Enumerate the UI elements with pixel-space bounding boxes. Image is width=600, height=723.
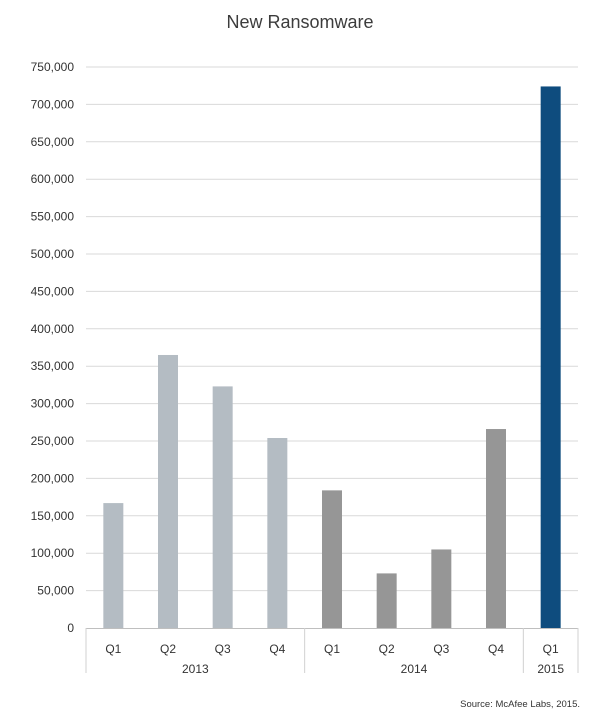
source-note: Source: McAfee Labs, 2015. xyxy=(460,699,580,710)
y-tick-label: 750,000 xyxy=(31,60,75,74)
year-label: 2013 xyxy=(182,662,209,676)
y-tick-label: 400,000 xyxy=(31,322,75,336)
bar xyxy=(486,429,506,628)
x-tick-label: Q3 xyxy=(433,642,449,656)
y-tick-label: 600,000 xyxy=(31,172,75,186)
y-tick-label: 450,000 xyxy=(31,284,75,298)
y-axis: 0 50,000 100,000 150,000 200,000 250,000 300,0… xyxy=(31,60,75,635)
y-tick-label: 0 xyxy=(67,621,74,635)
x-tick-label: Q1 xyxy=(324,642,340,656)
bar xyxy=(267,438,288,628)
x-tick-label: Q2 xyxy=(160,642,176,656)
bar xyxy=(322,490,342,628)
y-tick-label: 550,000 xyxy=(31,210,75,224)
y-tick-label: 50,000 xyxy=(37,584,74,598)
year-label: 2015 xyxy=(537,662,564,676)
y-tick-label: 200,000 xyxy=(31,471,75,485)
x-tick-label: Q4 xyxy=(269,642,285,656)
y-tick-label: 350,000 xyxy=(31,359,75,373)
year-label: 2014 xyxy=(401,662,428,676)
bar xyxy=(158,354,178,628)
y-tick-label: 250,000 xyxy=(31,434,75,448)
y-tick-label: 650,000 xyxy=(31,135,75,149)
x-tick-label: Q2 xyxy=(379,642,395,656)
bar xyxy=(431,549,452,628)
bar xyxy=(376,573,397,628)
bar xyxy=(540,86,561,628)
x-axis: Q1 Q2 Q3 Q4 Q1 Q2 Q3 Q4 Q1 2013 2014 2015 xyxy=(85,628,579,676)
y-tick-label: 300,000 xyxy=(31,397,75,411)
bars xyxy=(103,86,561,628)
y-tick-label: 500,000 xyxy=(31,247,75,261)
bar xyxy=(103,503,124,628)
x-tick-label: Q3 xyxy=(215,642,231,656)
y-tick-label: 150,000 xyxy=(31,509,75,523)
chart-title: New Ransomware xyxy=(226,12,373,32)
x-tick-label: Q4 xyxy=(488,642,504,656)
y-tick-label: 700,000 xyxy=(31,97,75,111)
bar xyxy=(212,386,233,628)
x-tick-label: Q1 xyxy=(105,642,121,656)
x-tick-label: Q1 xyxy=(543,642,559,656)
y-tick-label: 100,000 xyxy=(31,546,75,560)
